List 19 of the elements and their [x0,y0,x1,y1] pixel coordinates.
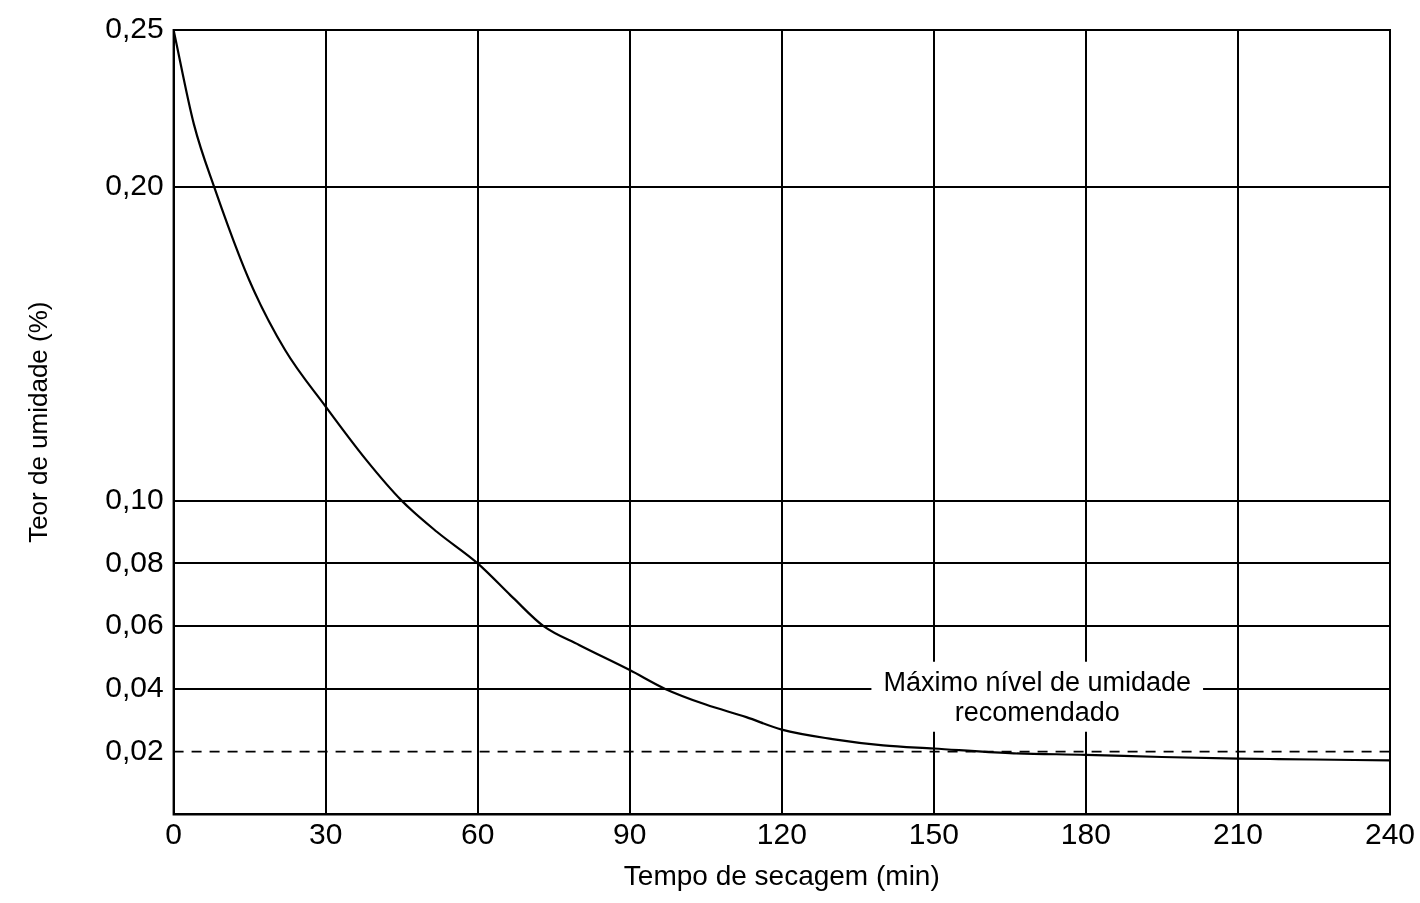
y-tick-label: 0,04 [105,670,164,704]
ref-line-label: Máximo nível de umidade recomendado [883,667,1192,728]
x-tick-label: 240 [1364,816,1416,850]
x-tick-label: 60 [461,816,495,850]
y-tick-label: 0,06 [105,607,164,641]
x-tick-label: 120 [756,816,807,850]
y-tick-label: 0,25 [105,11,164,45]
x-tick-label: 210 [1212,816,1263,850]
x-tick-label: 90 [613,816,647,850]
y-tick-label: 0,20 [105,168,164,202]
y-axis-title: Teor de umidade (%) [22,301,53,543]
x-axis-title: Tempo de secagem (min) [623,859,940,891]
y-tick-label: 0,10 [105,481,164,515]
y-tick-label: 0,08 [105,544,164,578]
x-tick-label: 150 [908,816,959,850]
y-tick-label: 0,02 [105,732,164,766]
x-tick-label: 0 [165,816,182,850]
x-tick-label: 180 [1060,816,1111,850]
x-tick-label: 30 [308,816,343,850]
